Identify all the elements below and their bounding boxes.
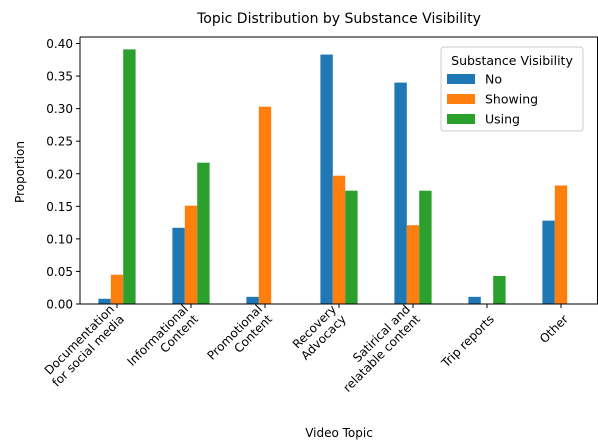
- x-tick-label-text-4: Satirical andrelatable content: [330, 302, 423, 395]
- bar-showing-2: [258, 106, 272, 305]
- x-tick-label-text-0: Documentationfor social media: [39, 302, 126, 389]
- y-tick-label-2: 0.10: [46, 232, 73, 246]
- legend-swatch-no: [447, 74, 475, 84]
- legend-swatch-showing: [447, 94, 475, 104]
- bar-using-4: [419, 190, 432, 304]
- bar-showing-6: [554, 185, 568, 304]
- x-tick-label-6: Other: [537, 312, 571, 346]
- y-tick-label-7: 0.35: [46, 70, 73, 84]
- x-tick-label-text-3: RecoveryAdvocacy: [288, 302, 349, 363]
- x-tick-label-5: Trip reports: [438, 312, 497, 371]
- bar-using-0: [123, 49, 136, 305]
- legend-label-no: No: [485, 72, 502, 87]
- y-tick-label-4: 0.20: [46, 167, 73, 181]
- y-tick-label-3: 0.15: [46, 200, 73, 214]
- bar-using-5: [493, 276, 506, 304]
- y-tick-label-0: 0.00: [46, 298, 73, 312]
- bar-no-4: [394, 82, 407, 304]
- x-tick-label-0: Documentationfor social media: [39, 302, 127, 389]
- y-tick-label-5: 0.25: [46, 135, 73, 149]
- bar-no-3: [320, 54, 333, 304]
- x-tick-label-1: InformationalContent: [124, 302, 201, 379]
- bar-no-2: [246, 296, 259, 304]
- x-tick-label-line: Other: [537, 312, 571, 346]
- x-tick-label-line: Trip reports: [438, 312, 497, 371]
- x-tick-label-text-1: InformationalContent: [124, 302, 201, 379]
- y-tick-label-8: 0.40: [46, 37, 73, 51]
- bar-using-3: [345, 190, 358, 304]
- bar-no-6: [542, 220, 555, 304]
- bar-using-1: [197, 162, 210, 304]
- bar-no-1: [172, 227, 185, 304]
- bar-no-5: [468, 296, 481, 304]
- x-tick-label-text-2: PromotionalContent: [204, 302, 275, 373]
- legend-label-using: Using: [485, 112, 520, 127]
- x-axis-label: Video Topic: [305, 426, 373, 440]
- x-tick-label-4: Satirical andrelatable content: [330, 302, 423, 395]
- y-tick-label-1: 0.05: [46, 265, 73, 279]
- x-tick-label-3: RecoveryAdvocacy: [288, 302, 349, 363]
- x-tick-label-text-5: Trip reports: [438, 312, 497, 371]
- legend-swatch-using: [447, 114, 475, 124]
- bar-showing-0: [110, 274, 124, 304]
- legend: Substance Visibility No Showing Using: [440, 46, 584, 132]
- bar-showing-4: [406, 225, 420, 304]
- chart-title: Topic Distribution by Substance Visibili…: [196, 11, 481, 27]
- y-axis-label: Proportion: [13, 141, 27, 203]
- bar-showing-3: [332, 175, 346, 304]
- bar-showing-1: [184, 205, 198, 304]
- legend-title: Substance Visibility: [451, 53, 573, 68]
- legend-label-showing: Showing: [485, 92, 538, 107]
- y-tick-label-6: 0.30: [46, 102, 73, 116]
- x-tick-label-text-6: Other: [537, 312, 571, 346]
- x-tick-label-2: PromotionalContent: [204, 302, 275, 373]
- legend-box: [440, 46, 584, 132]
- bar-no-0: [98, 298, 111, 304]
